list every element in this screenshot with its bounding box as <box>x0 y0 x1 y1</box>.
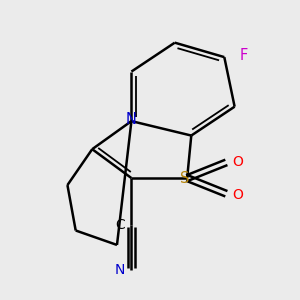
Text: S: S <box>180 171 190 186</box>
Text: F: F <box>240 48 248 63</box>
Text: N: N <box>115 263 125 277</box>
Text: O: O <box>232 154 243 169</box>
Text: N: N <box>125 112 136 127</box>
Text: C: C <box>115 218 125 232</box>
Text: O: O <box>232 188 243 202</box>
